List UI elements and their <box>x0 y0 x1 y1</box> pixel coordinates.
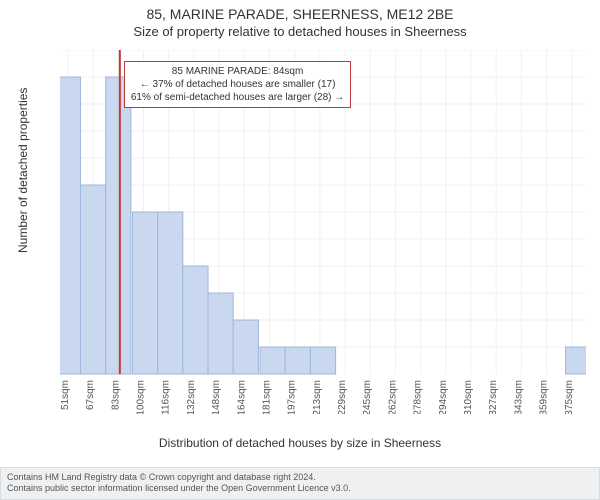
svg-text:375sqm: 375sqm <box>564 380 575 414</box>
footer-attribution: Contains HM Land Registry data © Crown c… <box>0 467 600 500</box>
annotation-line-2: ← 37% of detached houses are smaller (17… <box>131 78 344 91</box>
page-title: 85, MARINE PARADE, SHEERNESS, ME12 2BE <box>0 0 600 22</box>
svg-text:310sqm: 310sqm <box>463 380 474 414</box>
svg-text:164sqm: 164sqm <box>236 380 247 414</box>
svg-text:148sqm: 148sqm <box>211 380 222 414</box>
svg-text:229sqm: 229sqm <box>337 380 348 414</box>
svg-text:245sqm: 245sqm <box>362 380 373 414</box>
svg-text:327sqm: 327sqm <box>488 380 499 414</box>
svg-text:83sqm: 83sqm <box>110 380 121 410</box>
svg-text:294sqm: 294sqm <box>438 380 449 414</box>
footer-line-1: Contains HM Land Registry data © Crown c… <box>7 472 593 484</box>
svg-text:262sqm: 262sqm <box>387 380 398 414</box>
svg-text:67sqm: 67sqm <box>85 380 96 410</box>
svg-text:197sqm: 197sqm <box>287 380 298 414</box>
chart-plot-area: 12345678910111251sqm67sqm83sqm100sqm116s… <box>60 50 586 414</box>
annotation-line-3: 61% of semi-detached houses are larger (… <box>131 91 344 104</box>
svg-text:359sqm: 359sqm <box>539 380 550 414</box>
svg-text:51sqm: 51sqm <box>60 380 71 410</box>
annotation-box: 85 MARINE PARADE: 84sqm ← 37% of detache… <box>124 61 351 108</box>
chart-subtitle: Size of property relative to detached ho… <box>0 22 600 39</box>
svg-text:132sqm: 132sqm <box>186 380 197 414</box>
annotation-line-1: 85 MARINE PARADE: 84sqm <box>131 65 344 78</box>
x-axis-label: Distribution of detached houses by size … <box>0 436 600 450</box>
svg-text:116sqm: 116sqm <box>161 380 172 414</box>
svg-text:278sqm: 278sqm <box>413 380 424 414</box>
chart-container: 85, MARINE PARADE, SHEERNESS, ME12 2BE S… <box>0 0 600 500</box>
footer-line-2: Contains public sector information licen… <box>7 483 593 495</box>
svg-text:100sqm: 100sqm <box>135 380 146 414</box>
y-axis-label: Number of detached properties <box>16 88 30 253</box>
svg-text:213sqm: 213sqm <box>312 380 323 414</box>
svg-text:181sqm: 181sqm <box>261 380 272 414</box>
svg-text:343sqm: 343sqm <box>513 380 524 414</box>
